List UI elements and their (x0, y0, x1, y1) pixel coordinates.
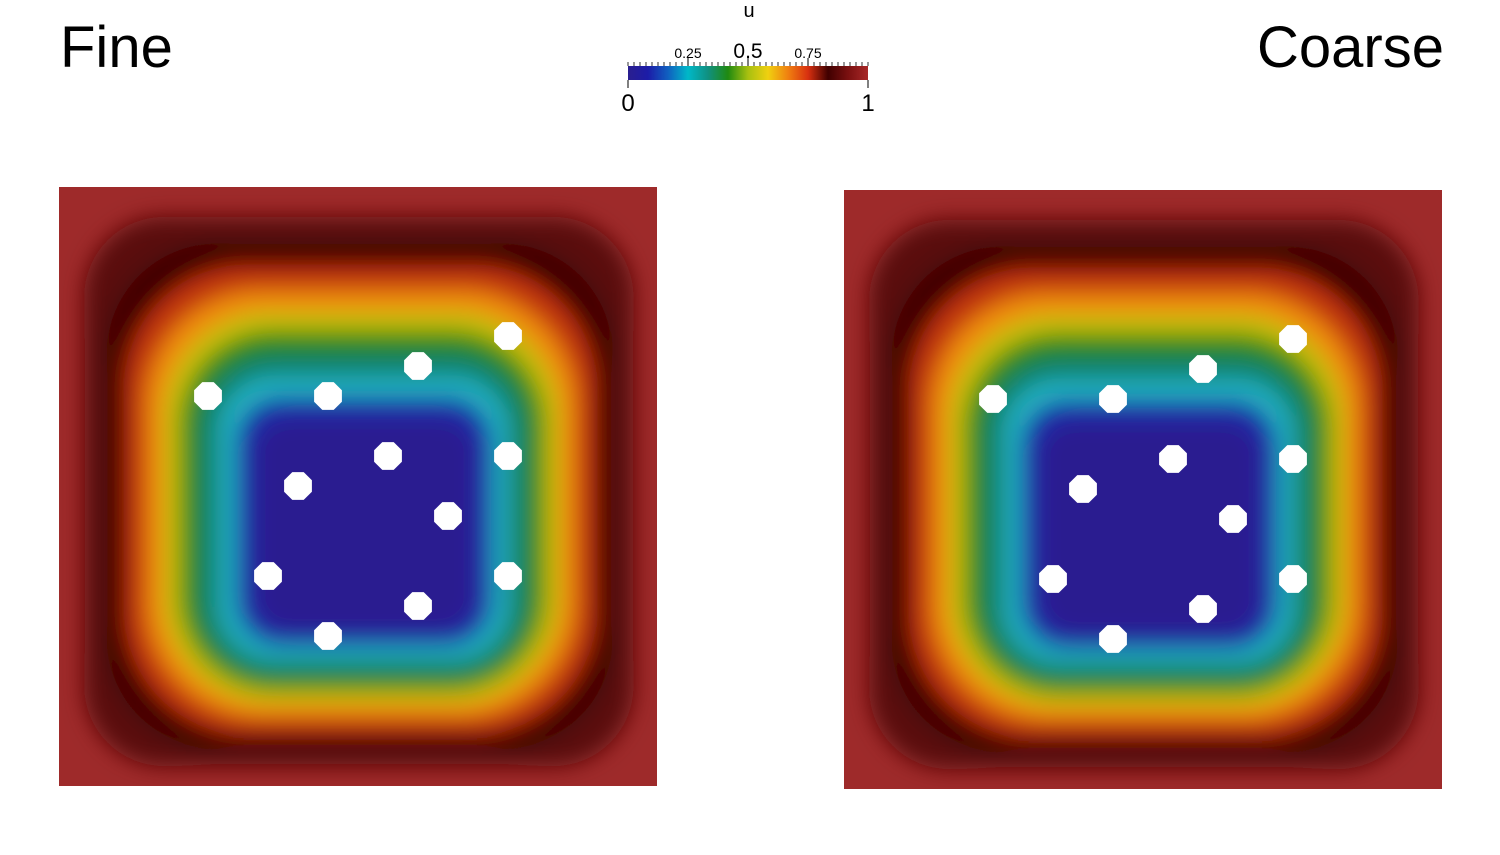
field-bands (869, 219, 1419, 770)
hole (1159, 445, 1187, 473)
field-panel (59, 187, 657, 786)
hole (1189, 355, 1217, 383)
hole (434, 502, 462, 530)
hole (1099, 625, 1127, 653)
hole (1039, 565, 1067, 593)
field-band (1040, 422, 1260, 635)
colorbar-title: u (743, 0, 754, 22)
hole (1279, 565, 1307, 593)
field-band (255, 419, 475, 632)
panel-title: Coarse (1257, 15, 1444, 80)
hole (404, 592, 432, 620)
range-label: 1 (861, 90, 874, 117)
hole (1099, 385, 1127, 413)
hole (404, 352, 432, 380)
colorbar (628, 66, 868, 80)
tick-label: 0.5 (733, 40, 762, 63)
tick-label: 0.25 (674, 45, 701, 61)
hole (254, 562, 282, 590)
field-bands (84, 216, 634, 767)
range-label: 0 (621, 90, 634, 117)
hole (1279, 325, 1307, 353)
hole (1279, 445, 1307, 473)
hole (284, 472, 312, 500)
tick-label: 0.75 (794, 45, 821, 61)
hole (1069, 475, 1097, 503)
panel-title: Fine (60, 15, 173, 80)
hole (314, 382, 342, 410)
hole (194, 382, 222, 410)
field-panel (844, 190, 1442, 789)
hole (1189, 595, 1217, 623)
hole (494, 442, 522, 470)
hole (314, 622, 342, 650)
hole (979, 385, 1007, 413)
hole (374, 442, 402, 470)
hole (494, 322, 522, 350)
hole (494, 562, 522, 590)
hole (1219, 505, 1247, 533)
